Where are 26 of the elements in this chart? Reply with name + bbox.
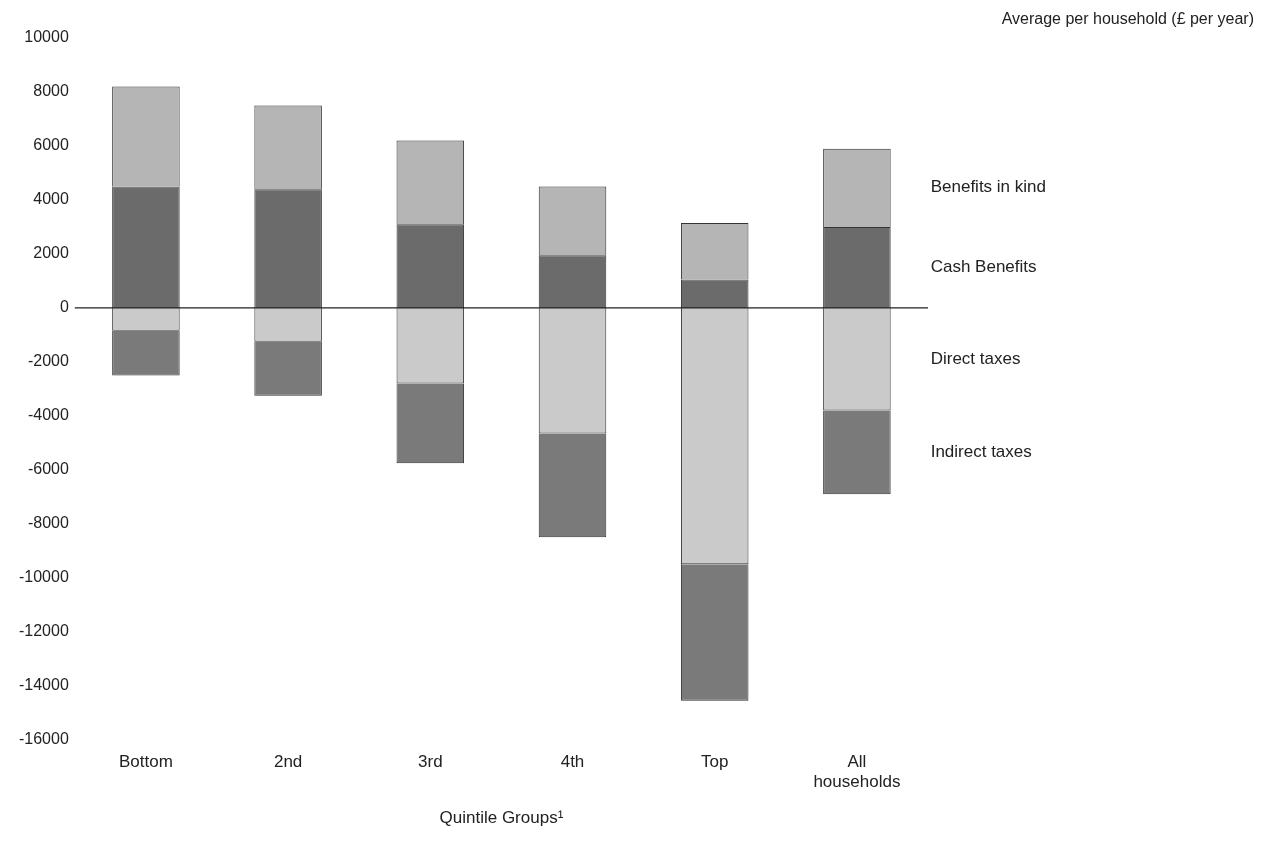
text: Indirect taxes (930, 442, 1032, 462)
y-tick-label: 10000 (24, 28, 69, 46)
text: Cash Benefits (930, 257, 1037, 277)
x-tick-label: Bottom (118, 751, 173, 771)
y-tick-label: 6000 (33, 136, 69, 154)
y-tick-label: -14000 (18, 676, 69, 694)
text: Direct taxes (930, 348, 1021, 368)
y-tick-label: 4000 (33, 190, 69, 208)
y-tick-label: -2000 (27, 352, 69, 370)
x-tick-label: Top (700, 751, 729, 771)
y-tick-label: -6000 (27, 460, 69, 478)
y-tick-label: 0 (59, 298, 69, 316)
x-tick-label: All households (813, 751, 901, 792)
y-tick-label: 2000 (33, 244, 69, 262)
x-tick-label: 4th (560, 751, 585, 771)
y-tick-label: -16000 (18, 730, 69, 748)
x-axis-title: Quintile Groups¹ (439, 808, 564, 828)
x-tick-label: 3rd (418, 751, 443, 771)
x-tick-label: 2nd (273, 751, 303, 771)
y-tick-label: -12000 (18, 622, 69, 640)
y-tick-label: -4000 (27, 406, 69, 424)
y-tick-label: -10000 (18, 568, 69, 586)
y-axis-title: Average per household (£ per year) (1001, 10, 1254, 28)
y-tick-label: 8000 (33, 82, 69, 100)
y-tick-label: -8000 (27, 514, 69, 532)
text: Benefits in kind (930, 177, 1046, 197)
